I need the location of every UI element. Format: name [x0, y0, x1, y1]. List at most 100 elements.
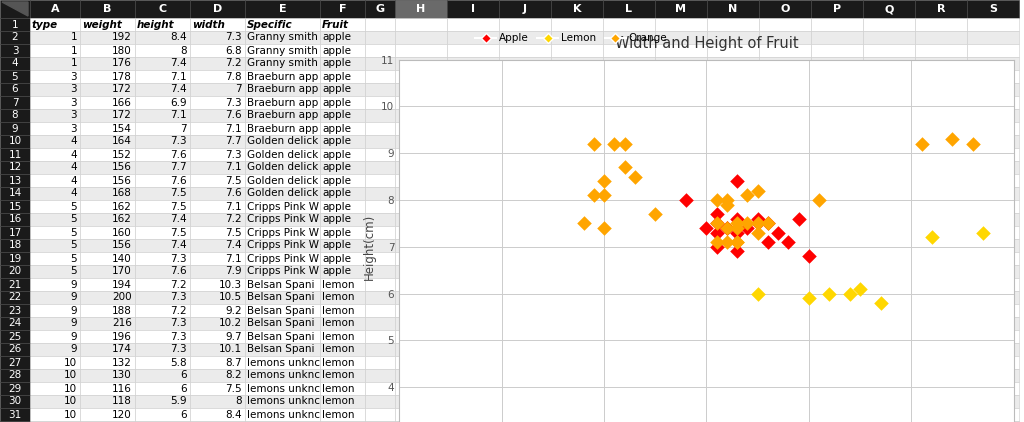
Bar [551, 421, 603, 422]
Bar [863, 83, 915, 96]
Bar [655, 0, 707, 18]
Bar [447, 369, 499, 382]
Text: 7.3: 7.3 [225, 97, 242, 108]
Bar [30, 174, 80, 187]
Bar [245, 161, 319, 174]
Bar [551, 148, 603, 161]
Bar [759, 239, 811, 252]
Bar [551, 395, 603, 408]
Bar [395, 408, 447, 421]
Bar [0, 421, 30, 422]
Bar [499, 96, 551, 109]
Bar [245, 382, 319, 395]
Text: 12: 12 [8, 162, 22, 173]
Bar [655, 291, 707, 304]
Bar [551, 382, 603, 395]
Bar [603, 408, 655, 421]
Bar [245, 330, 319, 343]
Bar [447, 161, 499, 174]
Bar [135, 213, 190, 226]
Bar [447, 317, 499, 330]
Bar [447, 135, 499, 148]
Bar [655, 200, 707, 213]
Bar [603, 57, 655, 70]
Bar [707, 343, 759, 356]
Text: apple: apple [322, 32, 351, 43]
Text: 7.3: 7.3 [225, 149, 242, 160]
Bar [0, 382, 30, 395]
Point [575, 220, 592, 227]
Bar [759, 31, 811, 44]
Text: 18: 18 [8, 241, 22, 251]
Text: 5: 5 [71, 254, 77, 263]
Bar [190, 408, 245, 421]
Bar [863, 44, 915, 57]
Bar [499, 122, 551, 135]
Bar [190, 421, 245, 422]
Bar [395, 278, 447, 291]
Bar [863, 408, 915, 421]
Bar [499, 317, 551, 330]
Bar [655, 369, 707, 382]
Bar [499, 421, 551, 422]
Bar [603, 31, 655, 44]
Text: D: D [213, 4, 222, 14]
Text: 140: 140 [113, 254, 132, 263]
Bar [915, 174, 967, 187]
Text: 5: 5 [71, 267, 77, 276]
Bar [707, 200, 759, 213]
Bar [447, 304, 499, 317]
Bar [447, 0, 499, 18]
Bar [395, 122, 447, 135]
Bar [190, 200, 245, 213]
Bar [0, 304, 30, 317]
Bar [499, 408, 551, 421]
Bar [811, 96, 863, 109]
Text: apple: apple [322, 267, 351, 276]
Bar [967, 213, 1019, 226]
Bar [707, 382, 759, 395]
Bar [551, 122, 603, 135]
Bar [759, 226, 811, 239]
Bar [967, 18, 1019, 31]
Text: 7.2: 7.2 [170, 306, 187, 316]
Bar [135, 44, 190, 57]
Text: Belsan Spani: Belsan Spani [247, 319, 314, 328]
Bar [30, 356, 80, 369]
Bar [707, 252, 759, 265]
Bar [551, 96, 603, 109]
Text: lemon: lemon [322, 344, 354, 354]
Text: Golden delick: Golden delick [247, 136, 318, 146]
Bar [915, 252, 967, 265]
Bar [707, 408, 759, 421]
Bar [603, 395, 655, 408]
Bar [915, 330, 967, 343]
Bar [603, 278, 655, 291]
Text: 9: 9 [11, 124, 18, 133]
Bar [0, 278, 30, 291]
Text: 160: 160 [113, 227, 132, 238]
Text: 5: 5 [71, 201, 77, 211]
Bar [915, 395, 967, 408]
Bar [603, 70, 655, 83]
Bar [603, 343, 655, 356]
Bar [707, 356, 759, 369]
Bar [499, 109, 551, 122]
Bar [863, 304, 915, 317]
Point [780, 239, 797, 246]
Text: 5.8: 5.8 [170, 357, 187, 368]
Bar [0, 187, 30, 200]
Bar [0, 70, 30, 83]
Bar [319, 395, 365, 408]
Bar [499, 31, 551, 44]
Bar [655, 278, 707, 291]
Bar [245, 174, 319, 187]
Text: Belsan Spani: Belsan Spani [247, 344, 314, 354]
Bar [811, 187, 863, 200]
Text: 11: 11 [8, 149, 22, 160]
Bar [30, 382, 80, 395]
Point [729, 239, 745, 246]
Bar [915, 278, 967, 291]
Bar [551, 200, 603, 213]
Text: B: B [103, 4, 112, 14]
